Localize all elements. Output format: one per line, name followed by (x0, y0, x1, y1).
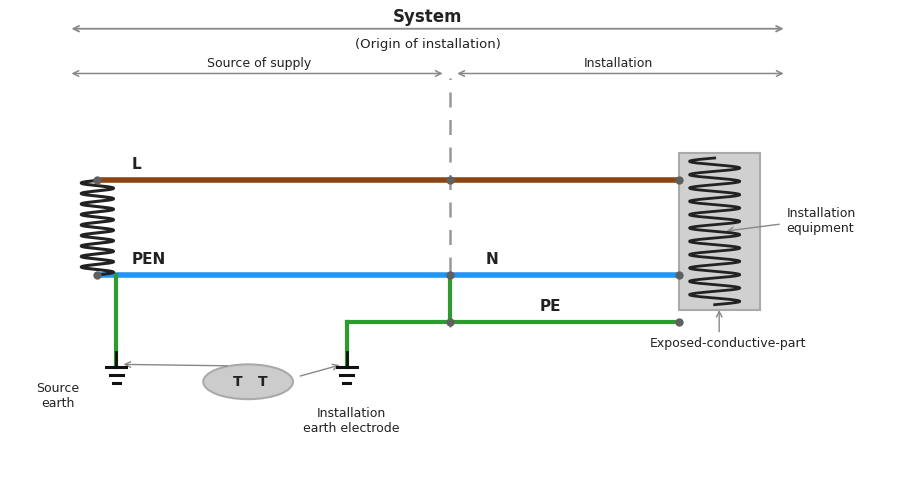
Text: Exposed-conductive-part: Exposed-conductive-part (650, 337, 806, 350)
Text: N: N (486, 252, 499, 267)
Ellipse shape (203, 364, 293, 399)
Text: PE: PE (540, 299, 562, 314)
Text: T: T (232, 375, 242, 389)
Text: Installation: Installation (583, 57, 652, 70)
Bar (679, 153, 760, 310)
Text: Installation
equipment: Installation equipment (787, 208, 856, 236)
Text: Source of supply: Source of supply (207, 57, 311, 70)
Text: T: T (257, 375, 267, 389)
Text: Source
earth: Source earth (36, 382, 79, 410)
Text: (Origin of installation): (Origin of installation) (355, 38, 500, 51)
Text: L: L (131, 158, 141, 172)
Text: PEN: PEN (131, 252, 166, 267)
Text: System: System (392, 8, 463, 26)
Text: Installation
earth electrode: Installation earth electrode (303, 406, 400, 434)
